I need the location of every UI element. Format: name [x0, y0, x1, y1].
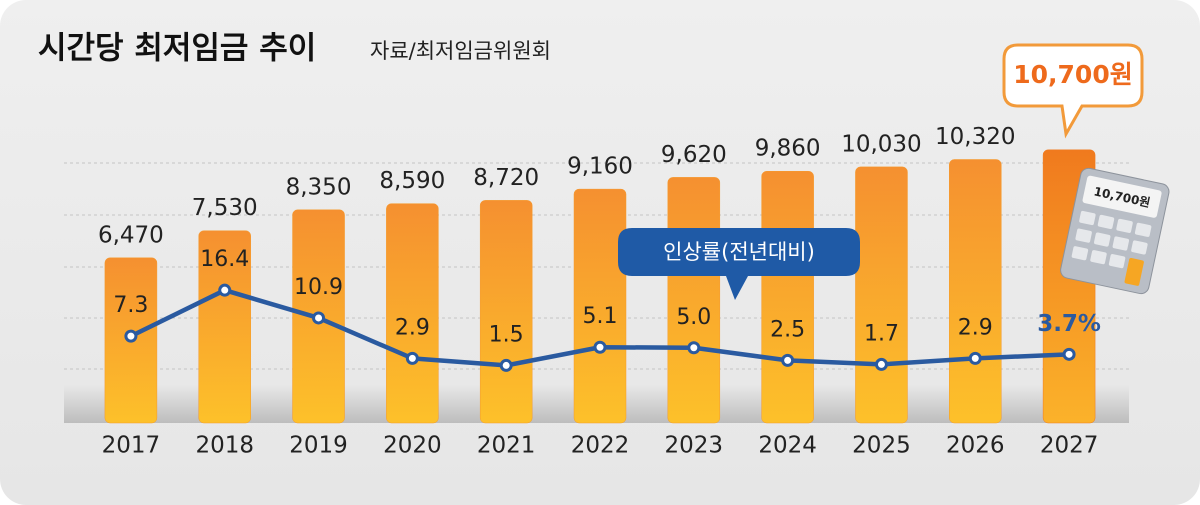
x-tick-label: 2020 — [383, 433, 442, 459]
rate-label: 1.7 — [864, 321, 899, 346]
x-tick-label: 2021 — [477, 433, 536, 459]
x-tick-label: 2026 — [946, 433, 1005, 459]
rate-label: 10.9 — [294, 275, 343, 300]
x-tick-label: 2018 — [195, 433, 254, 459]
series-name: 인상률(전년대비) — [663, 240, 815, 264]
series-callout — [618, 228, 860, 300]
rate-label: 2.9 — [395, 315, 430, 340]
rate-label: 16.4 — [200, 247, 249, 272]
rate-label: 7.3 — [113, 293, 148, 318]
bar — [949, 159, 1002, 424]
rate-point — [218, 283, 232, 297]
bar-value-label: 6,470 — [98, 222, 164, 248]
bar-value-label: 10,320 — [935, 124, 1015, 150]
bar — [761, 170, 814, 424]
bar — [855, 166, 908, 424]
x-tick-label: 2025 — [852, 433, 911, 459]
bar-value-label: 8,350 — [286, 174, 352, 200]
rate-point — [687, 341, 701, 355]
bar-value-label: 9,160 — [567, 154, 633, 180]
highlight-label: 10,700원 — [1013, 60, 1132, 89]
rate-label: 5.1 — [583, 304, 618, 329]
x-tick-label: 2017 — [102, 433, 161, 459]
rate-point — [874, 357, 888, 371]
rate-point — [968, 351, 982, 365]
x-tick-label: 2024 — [758, 433, 817, 459]
x-tick-label: 2027 — [1040, 433, 1099, 459]
rate-label: 3.7% — [1037, 311, 1101, 337]
rate-point — [405, 351, 419, 365]
bar-value-label: 8,720 — [473, 165, 539, 191]
bar — [573, 188, 627, 424]
rate-point — [312, 311, 326, 325]
bar-value-label: 10,030 — [841, 131, 921, 157]
bar — [198, 230, 251, 424]
rate-label: 1.5 — [489, 322, 524, 347]
bar-value-label: 9,860 — [755, 136, 821, 162]
rate-point — [593, 340, 607, 354]
bar — [386, 203, 439, 424]
rate-point — [124, 329, 138, 343]
bar-value-label: 8,590 — [379, 168, 445, 194]
bar — [667, 177, 721, 424]
x-tick-label: 2023 — [665, 433, 724, 459]
highlight-callout — [1002, 43, 1144, 139]
calculator: 10,700원 — [1060, 167, 1170, 295]
x-tick-label: 2022 — [571, 433, 630, 459]
rate-point — [781, 353, 795, 367]
rate-label: 2.9 — [958, 315, 993, 340]
rate-label: 5.0 — [676, 305, 711, 330]
rate-label: 2.5 — [770, 317, 805, 342]
rate-point — [499, 358, 513, 372]
x-tick-label: 2019 — [289, 433, 348, 459]
bar-value-label: 9,620 — [661, 142, 727, 168]
bar-value-label: 7,530 — [192, 195, 258, 221]
rate-point — [1062, 347, 1076, 361]
bar — [479, 200, 533, 424]
chart-title: 시간당 최저임금 추이 — [38, 31, 316, 67]
chart-subtitle: 자료/최저임금위원회 — [370, 39, 551, 63]
